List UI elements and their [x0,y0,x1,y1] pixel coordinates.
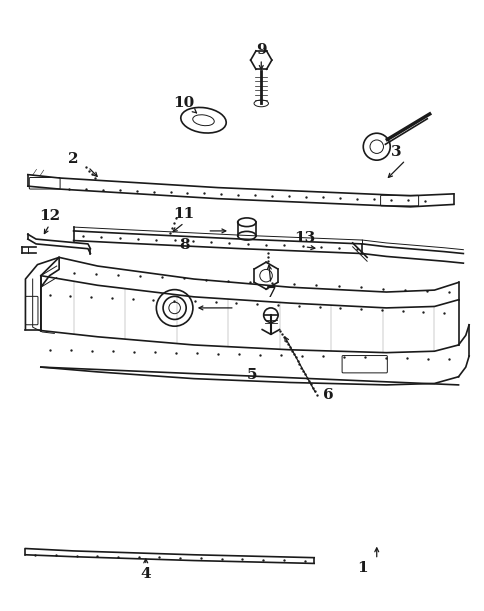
Ellipse shape [193,115,214,126]
Circle shape [163,296,186,320]
Text: 1: 1 [357,561,368,575]
Circle shape [370,140,383,153]
Text: 13: 13 [294,231,315,245]
Ellipse shape [238,218,256,227]
Text: 2: 2 [68,152,79,166]
Text: 10: 10 [174,97,195,111]
FancyBboxPatch shape [26,296,38,325]
Circle shape [169,302,181,313]
Ellipse shape [238,232,256,240]
FancyBboxPatch shape [380,196,419,206]
Circle shape [260,269,272,282]
Circle shape [363,133,390,160]
Text: 7: 7 [266,287,276,301]
Text: 5: 5 [246,368,257,382]
Text: 6: 6 [323,387,334,401]
Text: 12: 12 [39,210,60,224]
Ellipse shape [181,108,226,133]
Circle shape [156,290,193,326]
Ellipse shape [254,100,269,107]
Text: 4: 4 [140,567,151,581]
Text: 9: 9 [256,43,267,57]
Circle shape [264,308,278,323]
FancyBboxPatch shape [342,356,387,373]
Text: 3: 3 [391,145,401,158]
FancyBboxPatch shape [30,177,60,189]
Text: 11: 11 [174,207,195,221]
Text: 8: 8 [179,238,190,252]
